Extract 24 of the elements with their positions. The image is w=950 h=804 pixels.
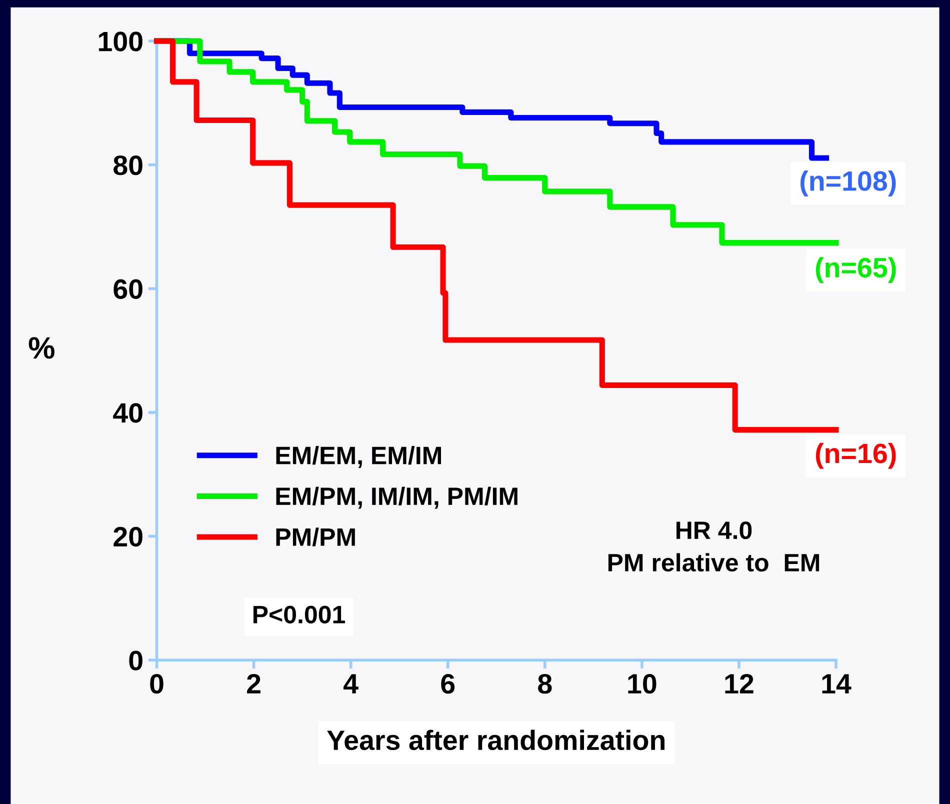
x-tick-label: 8 bbox=[538, 674, 552, 694]
y-tick-label: 0 bbox=[129, 650, 142, 670]
y-tick-label: 100 bbox=[98, 32, 142, 52]
x-tick-label: 2 bbox=[247, 674, 260, 694]
annotation: (n=65) bbox=[816, 257, 896, 284]
legend-label: EM/EM, EM/IM bbox=[276, 446, 442, 468]
y-tick-label: 80 bbox=[114, 155, 142, 176]
y-tick-label: 40 bbox=[113, 403, 142, 423]
x-tick-label: 10 bbox=[628, 674, 656, 694]
x-tick-label: 0 bbox=[150, 674, 164, 694]
y-tick-label: 20 bbox=[114, 526, 142, 547]
legend-label: PM/PM bbox=[276, 528, 355, 546]
annotation: P<0.001 bbox=[254, 606, 345, 624]
x-tick-label: 4 bbox=[344, 674, 358, 694]
legend-label: EM/PM, IM/IM, PM/IM bbox=[276, 486, 518, 509]
annotation: (n=108) bbox=[800, 170, 896, 196]
x-tick-label: 14 bbox=[822, 674, 852, 694]
y-tick-label: 60 bbox=[114, 279, 142, 299]
annotation: (n=16) bbox=[816, 442, 896, 469]
annotation: HR 4.0 PM relative to EM bbox=[608, 521, 820, 572]
x-axis-title: Years after randomization bbox=[327, 730, 664, 750]
x-tick-label: 6 bbox=[441, 674, 455, 694]
x-tick-label: 12 bbox=[725, 674, 754, 694]
y-axis-title: % bbox=[28, 337, 54, 359]
